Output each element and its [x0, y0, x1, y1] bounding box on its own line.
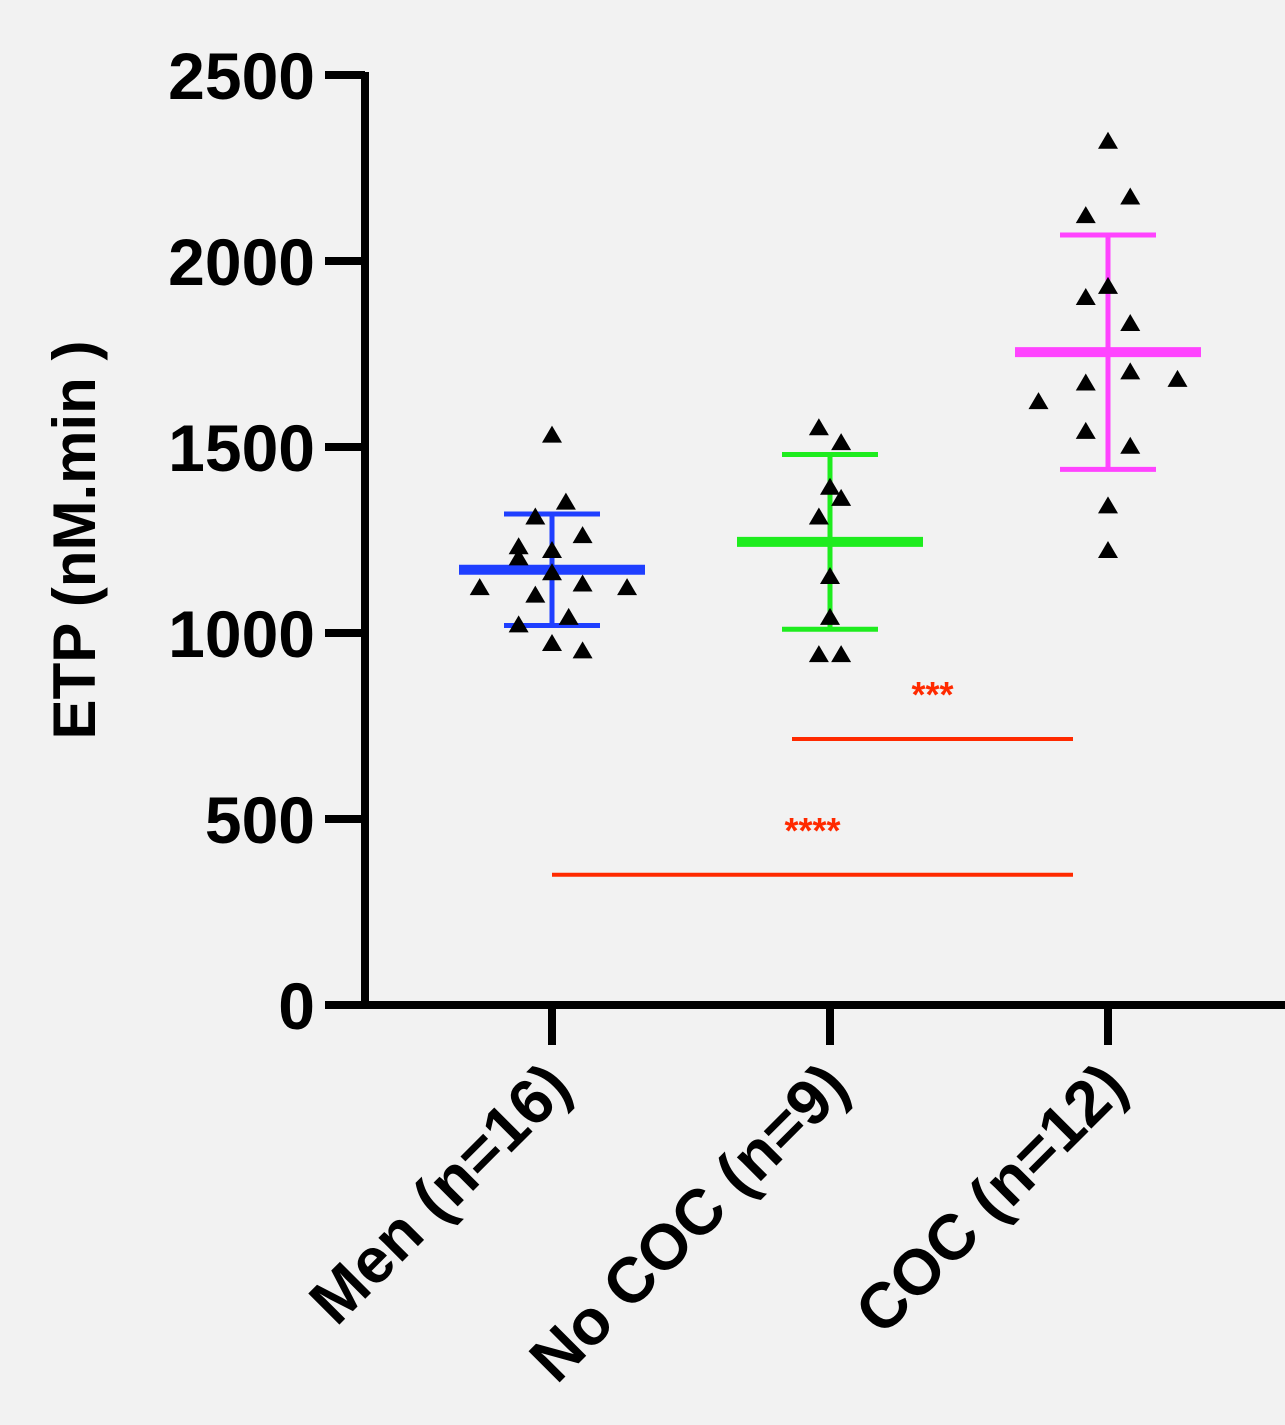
data-point	[831, 488, 852, 506]
data-point	[508, 615, 529, 633]
data-point	[820, 607, 840, 625]
data-point	[831, 645, 852, 663]
series-group	[1015, 131, 1201, 558]
data-point	[542, 540, 562, 558]
axes: 0 500 1000 1500 2000 2500	[168, 39, 1285, 1045]
data-point	[1120, 436, 1141, 454]
data-point	[1075, 373, 1096, 391]
significance-label: ***	[911, 674, 953, 715]
data-point	[1075, 288, 1096, 305]
data-point	[469, 578, 490, 596]
data-point	[508, 548, 529, 566]
data-point	[820, 567, 840, 584]
y-tick-label: 0	[278, 969, 315, 1043]
series-group	[737, 418, 923, 663]
data-point	[808, 645, 829, 663]
data-layer	[459, 131, 1201, 663]
data-point	[542, 633, 562, 651]
data-point	[542, 425, 562, 443]
data-point	[1075, 206, 1096, 224]
y-tick-label: 2500	[168, 39, 315, 113]
series-group	[459, 425, 645, 659]
data-point	[1120, 362, 1141, 380]
significance-annotations: *******	[552, 674, 1073, 877]
y-tick-label: 1500	[168, 411, 315, 485]
data-point	[1167, 369, 1188, 387]
data-point	[555, 492, 576, 510]
data-point	[508, 537, 529, 555]
data-point	[572, 574, 593, 592]
data-point	[617, 578, 638, 596]
y-axis-title: ETP (nM.min )	[41, 341, 108, 740]
data-point	[808, 507, 829, 525]
data-point	[808, 418, 829, 436]
data-point	[525, 585, 546, 603]
y-tick-label: 1000	[168, 597, 315, 671]
data-point	[572, 526, 593, 544]
data-point	[831, 433, 852, 451]
data-point	[1028, 392, 1049, 410]
data-point	[1098, 276, 1118, 294]
data-point	[1098, 131, 1118, 149]
y-tick-label: 2000	[168, 225, 315, 299]
data-point	[1098, 540, 1118, 558]
data-point	[1098, 496, 1118, 514]
data-point	[1120, 187, 1141, 205]
data-point	[820, 477, 840, 495]
data-point	[572, 641, 593, 659]
data-point	[525, 507, 546, 525]
significance-label: ****	[784, 810, 840, 851]
data-point	[542, 563, 562, 581]
data-point	[558, 607, 579, 625]
y-tick-label: 500	[205, 783, 315, 857]
data-point	[1075, 421, 1096, 439]
data-point	[1120, 314, 1141, 332]
